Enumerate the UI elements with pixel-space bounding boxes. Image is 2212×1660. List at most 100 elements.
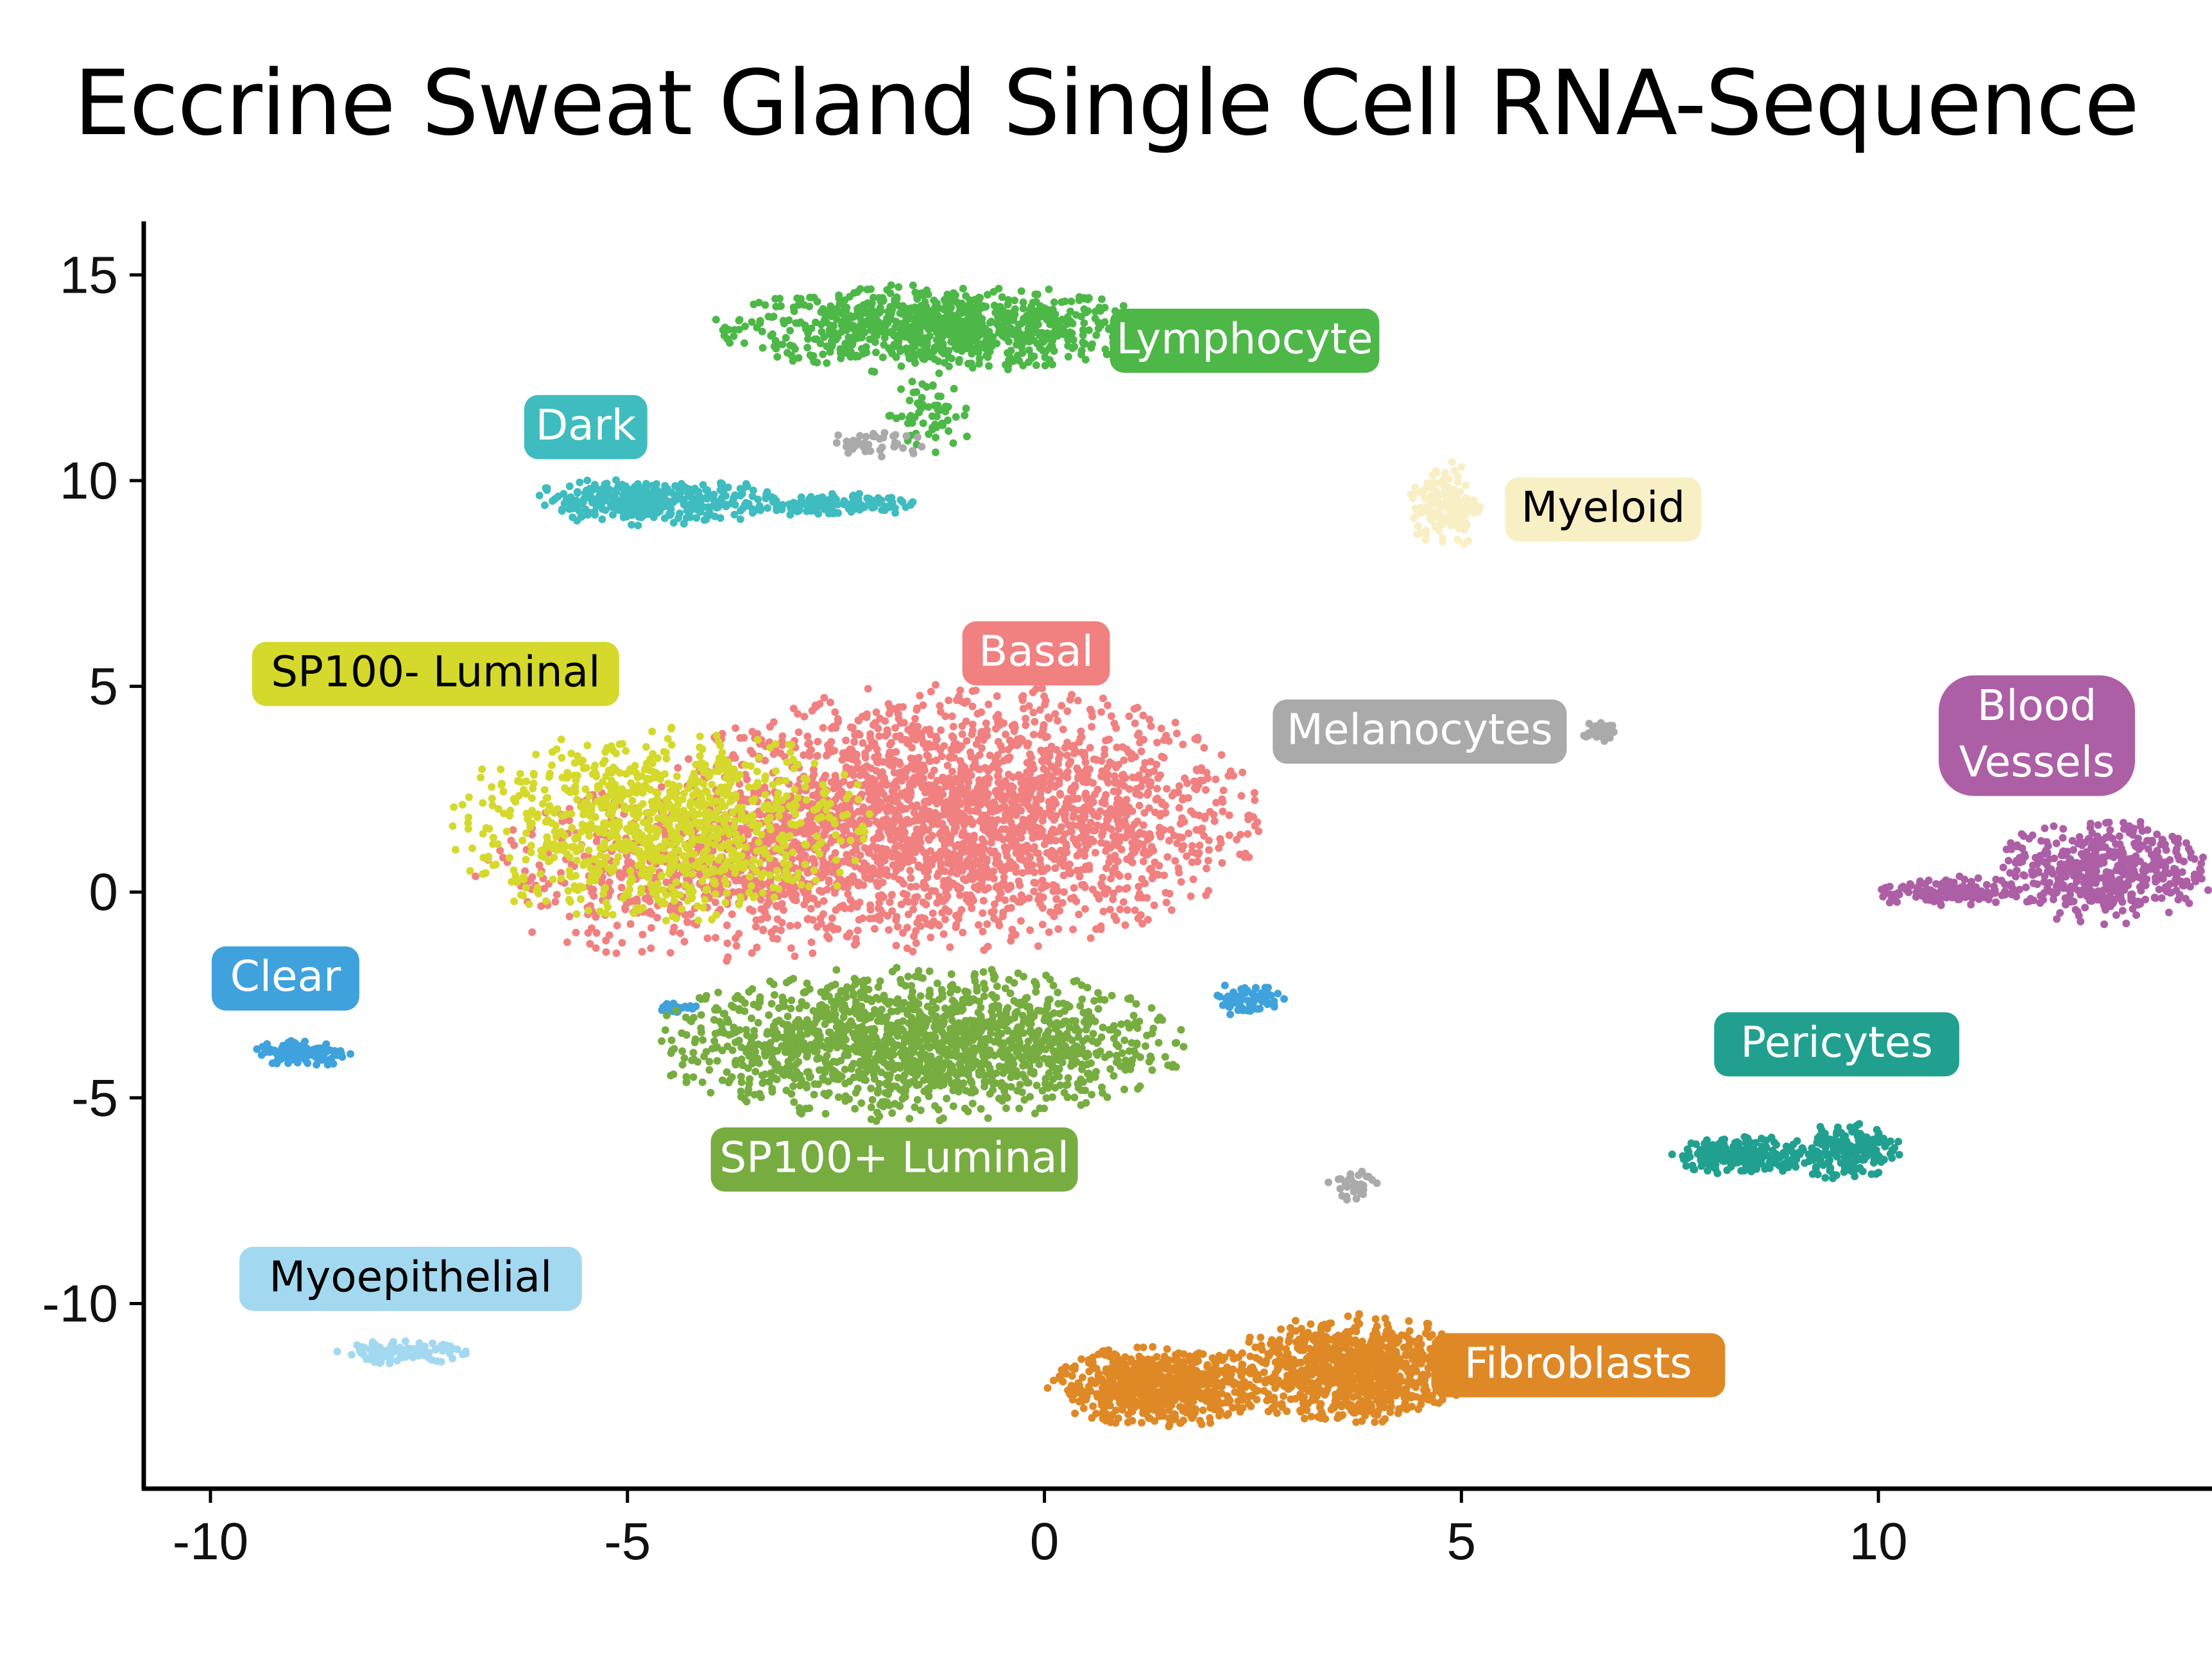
data-point [968, 726, 977, 735]
data-point [735, 325, 743, 334]
data-point [1110, 772, 1119, 780]
data-point [1016, 897, 1024, 905]
data-point [830, 780, 839, 789]
data-point [982, 864, 991, 873]
data-point [839, 325, 847, 334]
data-point [932, 735, 941, 744]
data-point [1000, 802, 1009, 810]
data-point [1099, 694, 1107, 703]
cluster-points-dark [535, 476, 917, 529]
data-point [853, 751, 861, 759]
data-point [911, 288, 920, 296]
data-point [1054, 717, 1061, 725]
data-point [893, 293, 901, 302]
data-point [1090, 755, 1098, 764]
data-point [855, 916, 863, 924]
data-point [1143, 894, 1151, 902]
data-point [794, 710, 802, 718]
data-point [759, 925, 767, 934]
data-point [1004, 746, 1013, 754]
data-point [692, 514, 701, 522]
data-point [869, 315, 877, 323]
data-point [875, 871, 884, 880]
data-point [828, 868, 836, 877]
data-point [887, 891, 896, 900]
data-point [802, 796, 810, 804]
data-point [814, 737, 822, 746]
data-point [832, 906, 840, 914]
data-point [920, 304, 929, 312]
data-point [1014, 803, 1022, 811]
data-point [1106, 905, 1114, 914]
data-point [1085, 326, 1093, 334]
data-point [529, 784, 537, 792]
data-point [676, 509, 684, 517]
data-point [947, 868, 955, 877]
data-point [772, 302, 780, 311]
data-point [1147, 722, 1155, 730]
data-point [1464, 536, 1472, 545]
data-point [1093, 785, 1102, 794]
data-point [1086, 744, 1094, 752]
cluster-points-lymphocyte [712, 281, 1155, 456]
data-point [952, 824, 960, 832]
data-point [1200, 744, 1208, 752]
data-point [915, 914, 923, 922]
data-point [819, 305, 827, 313]
data-point [954, 814, 962, 823]
data-point [768, 330, 776, 338]
data-point [975, 751, 984, 759]
data-point [967, 753, 975, 761]
data-point [667, 884, 676, 892]
data-point [723, 957, 731, 965]
data-point [973, 859, 981, 868]
data-point [907, 883, 915, 891]
data-point [982, 719, 990, 728]
data-point [1135, 771, 1143, 780]
data-point [1052, 324, 1061, 332]
data-point [472, 872, 480, 880]
data-point [993, 692, 1001, 700]
data-point [1038, 757, 1047, 766]
data-point [861, 329, 869, 337]
data-point [884, 700, 893, 708]
data-point [1109, 895, 1117, 903]
data-point [977, 730, 985, 738]
data-point [653, 480, 660, 488]
data-point [949, 733, 957, 741]
data-point [1019, 780, 1027, 788]
data-point [990, 302, 999, 310]
data-point [925, 836, 933, 844]
data-point [778, 340, 787, 348]
data-point [794, 728, 803, 737]
data-point [757, 505, 765, 513]
data-point [998, 293, 1006, 301]
data-point [975, 360, 983, 368]
data-point [979, 785, 987, 793]
data-point [896, 719, 905, 727]
data-point [892, 415, 900, 422]
data-point [913, 893, 922, 901]
data-point [1087, 344, 1095, 352]
data-point [878, 321, 886, 329]
data-point [935, 369, 943, 377]
data-point [712, 316, 720, 324]
data-point [1241, 850, 1249, 858]
data-point [990, 821, 999, 829]
data-point [755, 838, 763, 846]
data-point [1009, 783, 1017, 792]
data-point [1153, 785, 1162, 792]
data-point [1064, 352, 1072, 361]
data-point [868, 792, 875, 800]
data-point [1112, 832, 1120, 840]
data-point [1081, 758, 1090, 766]
data-point [1063, 320, 1071, 329]
data-point [607, 742, 615, 750]
data-point [779, 316, 787, 325]
data-point [699, 481, 707, 489]
data-point [937, 317, 945, 325]
data-point [1041, 361, 1049, 370]
data-point [809, 791, 817, 800]
data-point [1172, 730, 1181, 737]
data-point [674, 764, 682, 772]
